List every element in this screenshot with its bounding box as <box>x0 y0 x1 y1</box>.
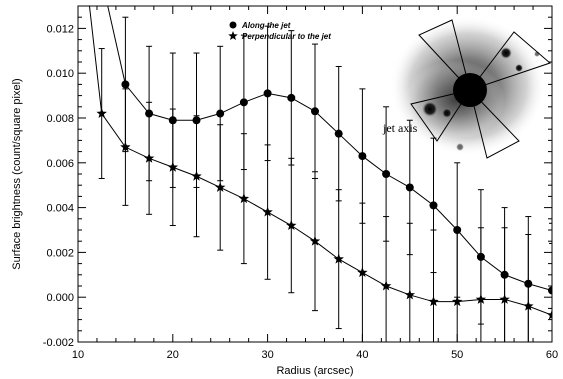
data-point <box>120 141 131 152</box>
data-point <box>167 161 179 172</box>
data-point <box>262 206 273 217</box>
inset-wedge-upper <box>418 19 471 91</box>
axis-ticks <box>77 5 553 343</box>
data-point <box>382 170 391 178</box>
inset-image <box>390 16 551 159</box>
x-tick-label: 50 <box>451 349 463 361</box>
inset-wedge-right <box>468 31 551 91</box>
jet-axis-label: jet axis <box>382 121 418 135</box>
inset-knot-1 <box>422 101 438 117</box>
data-point <box>263 89 272 98</box>
x-tick-label: 20 <box>167 349 179 361</box>
data-point <box>405 183 414 192</box>
x-tick-label: 30 <box>261 349 273 361</box>
inset-knot-2 <box>442 108 452 118</box>
y-tick-label: 0.010 <box>46 68 74 80</box>
y-tick-label: 0.006 <box>46 158 74 170</box>
y-tick-label: 0.004 <box>46 203 74 215</box>
legend-circle-marker <box>229 21 237 29</box>
data-point <box>358 152 367 161</box>
data-point <box>309 235 321 246</box>
x-tick-label: 10 <box>72 349 84 361</box>
data-point <box>404 289 416 300</box>
data-point <box>333 253 344 264</box>
data-point <box>311 107 319 116</box>
data-point <box>216 109 225 118</box>
series-perpendicular-to-the-jet <box>88 6 552 342</box>
data-point <box>548 286 552 295</box>
data-point <box>238 193 250 204</box>
legend-along-label: Along the jet <box>241 21 291 30</box>
data-point <box>191 170 202 181</box>
data-point <box>286 220 297 230</box>
legend-star-marker <box>228 31 238 41</box>
data-point <box>546 309 552 320</box>
inset-wedge-lower <box>469 88 520 159</box>
data-point <box>214 181 226 192</box>
inset-wedge-left <box>410 89 472 142</box>
data-point <box>380 280 392 291</box>
y-tick-label: -0.002 <box>43 337 74 349</box>
y-tick-label: 0.002 <box>46 247 74 259</box>
data-point <box>523 300 534 311</box>
x-tick-label: 40 <box>356 349 368 361</box>
legend: Along the jet Perpendicular to the jet <box>228 21 331 41</box>
inset-knot-3 <box>500 47 512 59</box>
x-axis-label: Radius (arcsec) <box>276 365 353 377</box>
x-tick-label: 60 <box>546 349 558 361</box>
data-point <box>121 80 130 89</box>
data-point <box>143 152 155 163</box>
data-point <box>96 108 107 118</box>
y-tick-label: 0.000 <box>46 292 74 304</box>
data-point <box>334 129 343 138</box>
data-point <box>357 267 368 278</box>
y-tick-label: 0.008 <box>46 113 74 125</box>
inset-inner-emission <box>405 60 505 140</box>
data-point <box>428 296 439 307</box>
data-point <box>429 201 438 210</box>
y-tick-label: 0.012 <box>46 23 74 35</box>
y-axis-label: Surface brightness (count/square pixel) <box>11 78 23 269</box>
data-point <box>287 93 296 102</box>
axis-tick-labels: 10 20 30 40 50 60 -0.002 0.000 0.002 0.004 0.006 0.… <box>43 23 558 361</box>
data-point <box>475 293 487 304</box>
data-point <box>499 293 510 304</box>
data-point <box>239 98 248 107</box>
data-point <box>451 296 463 307</box>
inset-knot-4 <box>515 64 523 72</box>
inset-knot-6 <box>456 143 464 151</box>
legend-perp-label: Perpendicular to the jet <box>242 32 331 41</box>
